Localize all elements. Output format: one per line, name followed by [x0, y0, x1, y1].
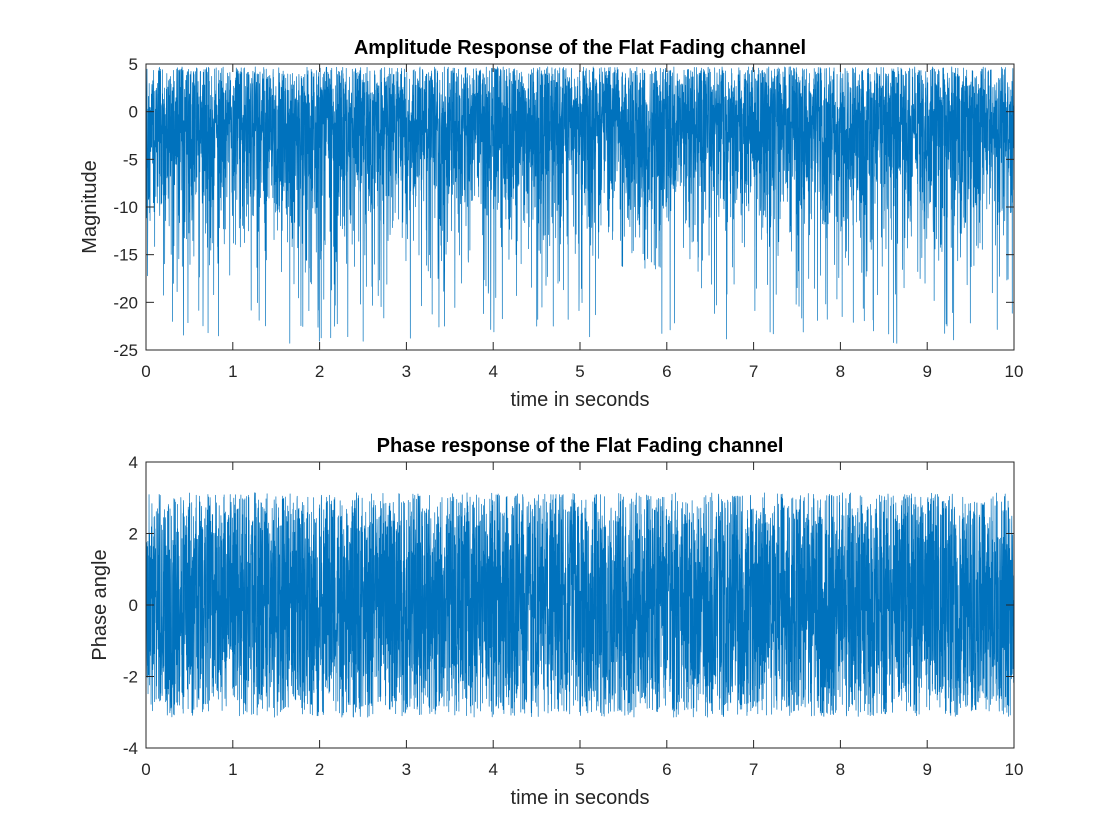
amplitude-plot-title: Amplitude Response of the Flat Fading ch… — [354, 37, 806, 59]
amplitude-x-tick-label: 10 — [1005, 362, 1024, 381]
phase-x-tick-label: 8 — [836, 760, 845, 779]
phase-y-tick-label: 4 — [129, 453, 138, 472]
phase-y-tick-label: -4 — [123, 739, 138, 758]
phase-series-line — [145, 492, 1015, 718]
amplitude-y-tick-label: -5 — [123, 150, 138, 169]
phase-plot: Phase response of the Flat Fading channe… — [89, 435, 1023, 809]
phase-x-tick-label: 1 — [228, 760, 237, 779]
phase-y-axis-label: Phase angle — [89, 549, 111, 660]
phase-x-tick-label: 5 — [575, 760, 584, 779]
phase-x-axis-label: time in seconds — [511, 787, 650, 809]
amplitude-y-tick-label: -10 — [113, 198, 138, 217]
amplitude-x-axis-label: time in seconds — [511, 389, 650, 411]
phase-x-tick-label: 3 — [402, 760, 411, 779]
phase-x-tick-label: 2 — [315, 760, 324, 779]
phase-x-tick-label: 7 — [749, 760, 758, 779]
phase-x-tick-label: 6 — [662, 760, 671, 779]
amplitude-x-tick-label: 0 — [141, 362, 150, 381]
amplitude-y-tick-label: -15 — [113, 246, 138, 265]
phase-x-tick-label: 4 — [488, 760, 497, 779]
amplitude-x-tick-label: 3 — [402, 362, 411, 381]
amplitude-x-tick-label: 2 — [315, 362, 324, 381]
phase-y-tick-label: 2 — [129, 525, 138, 544]
phase-plot-title: Phase response of the Flat Fading channe… — [377, 435, 784, 457]
phase-x-tick-label: 10 — [1005, 760, 1024, 779]
amplitude-x-tick-label: 8 — [836, 362, 845, 381]
amplitude-ticks: 0 1 2 3 4 5 6 7 8 9 10 5 0 -5 -10 -15 -20 -25 — [113, 55, 1023, 381]
amplitude-series-layer — [145, 66, 1015, 344]
phase-x-tick-label: 0 — [141, 760, 150, 779]
amplitude-x-tick-label: 6 — [662, 362, 671, 381]
amplitude-series-line — [145, 66, 1015, 344]
amplitude-x-tick-label: 5 — [575, 362, 584, 381]
phase-ticks: 0 1 2 3 4 5 6 7 8 9 10 4 2 0 -2 -4 — [123, 453, 1024, 779]
phase-x-tick-label: 9 — [922, 760, 931, 779]
phase-y-tick-label: -2 — [123, 668, 138, 687]
amplitude-plot: Amplitude Response of the Flat Fading ch… — [79, 37, 1023, 411]
amplitude-y-tick-label: -25 — [113, 341, 138, 360]
amplitude-x-tick-label: 1 — [228, 362, 237, 381]
amplitude-x-tick-label: 4 — [488, 362, 497, 381]
phase-y-tick-label: 0 — [129, 596, 138, 615]
amplitude-x-tick-label: 7 — [749, 362, 758, 381]
phase-series-layer — [145, 492, 1015, 718]
amplitude-y-tick-label: 5 — [129, 55, 138, 74]
amplitude-y-axis-label: Magnitude — [79, 160, 101, 253]
amplitude-y-tick-label: 0 — [129, 103, 138, 122]
amplitude-x-tick-label: 9 — [922, 362, 931, 381]
amplitude-y-tick-label: -20 — [113, 293, 138, 312]
